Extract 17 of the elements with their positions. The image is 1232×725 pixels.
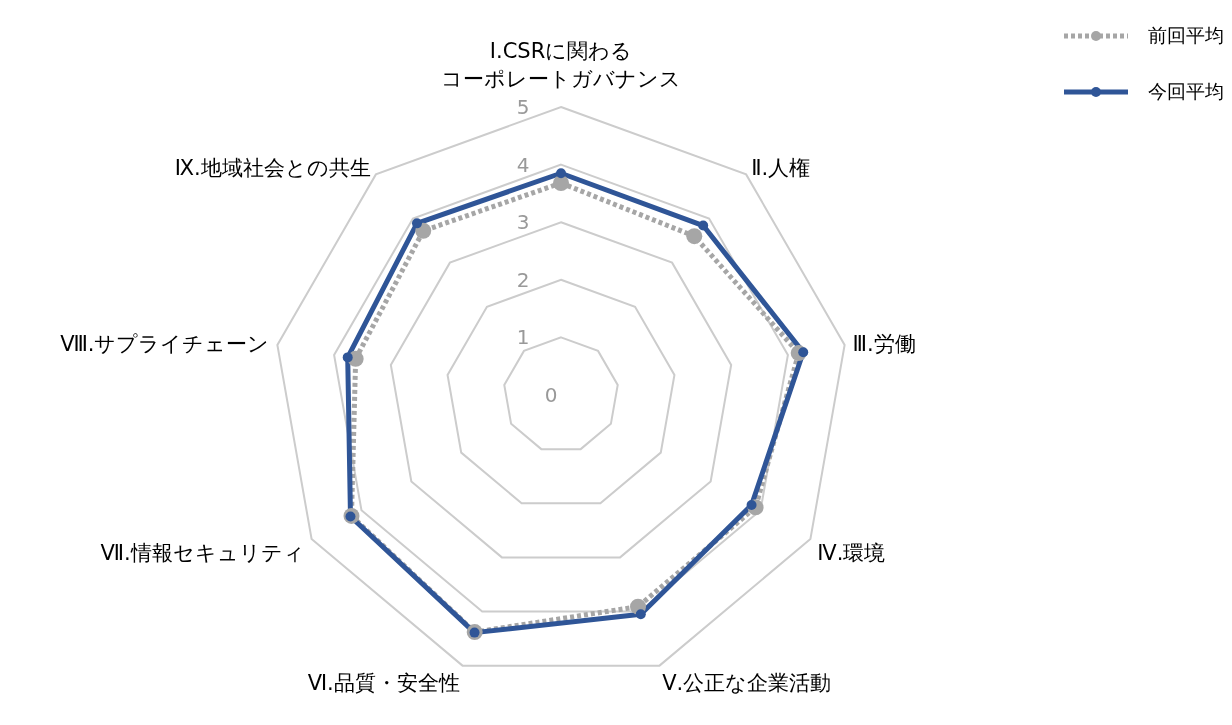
spoke-label: Ⅴ.公正な企業活動 — [662, 671, 832, 696]
spoke-label: Ⅲ.労働 — [852, 331, 916, 356]
y-tick-label: 0 — [544, 383, 558, 407]
spoke-label: Ⅱ.人権 — [751, 156, 811, 181]
y-tick-label: 2 — [516, 267, 530, 292]
legend-label: 今回平均 — [1148, 79, 1224, 104]
y-tick-label: 4 — [516, 152, 530, 177]
spoke-label: Ⅰ.CSRに関わるコーポレートガバナンス — [441, 39, 681, 91]
legend-label: 前回平均 — [1148, 23, 1224, 48]
spoke-label: Ⅸ.地域社会との共生 — [174, 156, 371, 181]
spoke-label: Ⅵ.品質・安全性 — [307, 671, 460, 696]
spoke-label: Ⅳ.環境 — [817, 541, 886, 565]
y-tick-label: 5 — [516, 95, 530, 119]
spoke-label: Ⅷ.サプライチェーン — [60, 331, 270, 356]
spoke-label: Ⅶ.情報セキュリティ — [100, 541, 305, 565]
y-tick-label: 3 — [516, 210, 530, 235]
y-tick-label: 1 — [516, 325, 530, 350]
